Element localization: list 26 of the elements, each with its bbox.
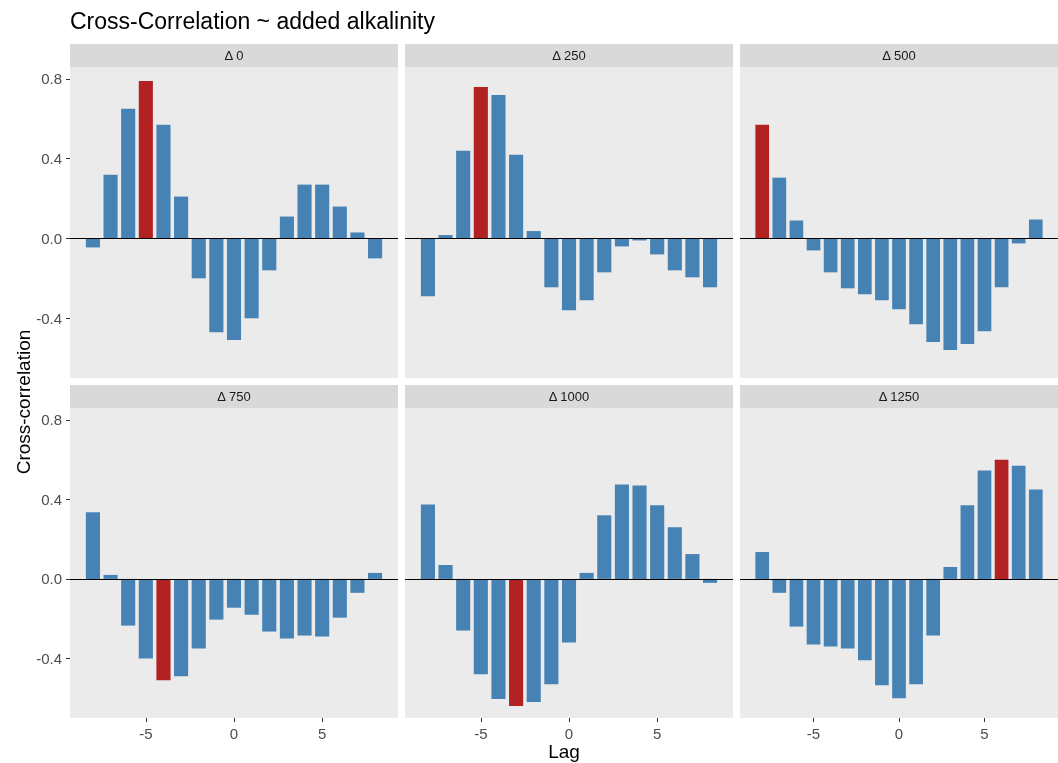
y-tick-label: 0.4: [41, 490, 62, 508]
y-axis-title: Cross-correlation: [13, 329, 35, 475]
y-tick-label: 0.4: [41, 150, 62, 168]
y-tick-label: 0.8: [41, 411, 62, 429]
y-tick-label: 0.0: [41, 229, 62, 247]
x-axis-title: Lag: [548, 741, 580, 763]
x-tick-label: -5: [139, 725, 153, 742]
y-tick-label: -0.4: [36, 309, 62, 327]
y-tick-label: 0.0: [41, 570, 62, 588]
chart-title: Δ 500: [740, 44, 1058, 67]
x-tick-label: 0: [229, 725, 239, 742]
y-tick-label: 0.8: [41, 70, 62, 88]
x-tick-label: 5: [980, 725, 989, 742]
text: Cross-Correlation ~ added alkalinity: [70, 8, 435, 35]
chart-title: Δ 750: [70, 385, 398, 408]
chart-title: Δ 1000: [405, 385, 733, 408]
chart-title: Δ 0: [70, 44, 398, 67]
y-tick-label: -0.4: [36, 649, 62, 667]
chart-title: Δ 250: [405, 44, 733, 67]
chart-title: Δ 1250: [740, 385, 1058, 408]
x-tick-label: 0: [894, 725, 904, 742]
x-tick-label: -5: [474, 725, 488, 742]
x-tick-label: 5: [318, 725, 327, 742]
x-tick-label: 0: [564, 725, 574, 742]
x-tick-label: -5: [806, 725, 821, 742]
x-tick-label: 5: [653, 725, 662, 742]
